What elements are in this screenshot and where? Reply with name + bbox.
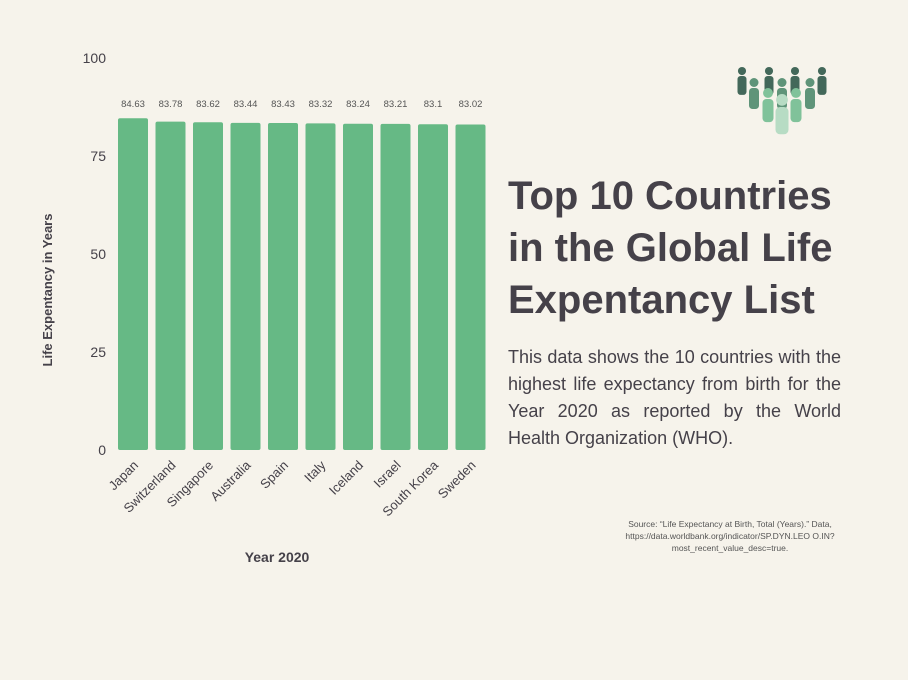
x-tick-label: Japan — [105, 458, 141, 494]
person-body — [749, 88, 759, 109]
bar-israel — [380, 123, 411, 450]
data-label: 83.21 — [384, 99, 408, 110]
bar-south-korea — [418, 124, 448, 451]
person-head — [776, 94, 788, 106]
data-label: 83.02 — [459, 99, 483, 110]
bar-singapore — [193, 122, 223, 451]
data-label: 83.43 — [271, 99, 295, 110]
data-label: 83.44 — [234, 99, 258, 110]
person-body — [790, 99, 802, 123]
data-label: 83.1 — [424, 99, 443, 110]
data-label: 83.78 — [159, 99, 183, 110]
person-head — [737, 67, 747, 76]
bar-japan — [118, 118, 148, 450]
data-label: 83.32 — [309, 99, 333, 110]
x-tick-label: Israel — [371, 457, 404, 490]
person-head — [749, 78, 759, 87]
person-head — [791, 88, 801, 98]
person-body — [775, 107, 789, 135]
data-label: 84.63 — [121, 99, 145, 110]
title: Top 10 Countries in the Global Life Expe… — [508, 174, 833, 322]
x-axis-label: Year 2020 — [245, 549, 310, 565]
bar-spain — [268, 122, 298, 450]
person-body — [762, 99, 774, 123]
person-head — [764, 67, 774, 76]
y-axis-label: Life Expentancy in Years — [40, 214, 55, 367]
person-body — [737, 76, 747, 95]
person-body — [805, 88, 815, 109]
bar-iceland — [343, 123, 373, 450]
y-tick-label: 100 — [83, 50, 107, 66]
y-tick-label: 0 — [98, 442, 106, 458]
x-tick-label: Italy — [301, 457, 329, 485]
bar-italy — [305, 123, 336, 451]
person-body — [817, 76, 827, 95]
data-label: 83.24 — [346, 99, 370, 110]
x-tick-label: Sweden — [435, 458, 479, 502]
bar-sweden — [455, 124, 486, 451]
x-tick-label: Australia — [207, 457, 254, 504]
person-head — [777, 78, 787, 87]
description: This data shows the 10 countries with th… — [508, 347, 841, 448]
person-head — [763, 88, 773, 98]
person-head — [790, 67, 800, 76]
x-tick-label: Spain — [257, 458, 291, 492]
bar-chart: Life Expentancy in Years Year 2020 0 25 50… — [40, 50, 486, 565]
bar-australia — [230, 122, 261, 451]
person-head — [805, 78, 815, 87]
data-label: 83.62 — [196, 99, 220, 110]
y-tick-label: 75 — [90, 148, 106, 164]
people-group-icon — [737, 67, 827, 135]
source-citation: Source: “Life Expectancy at Birth, Total… — [625, 519, 835, 553]
x-tick-label: Iceland — [326, 458, 366, 498]
y-tick-label: 25 — [90, 344, 106, 360]
y-tick-label: 50 — [90, 246, 106, 262]
bar-switzerland — [155, 121, 186, 450]
person-head — [817, 67, 827, 76]
